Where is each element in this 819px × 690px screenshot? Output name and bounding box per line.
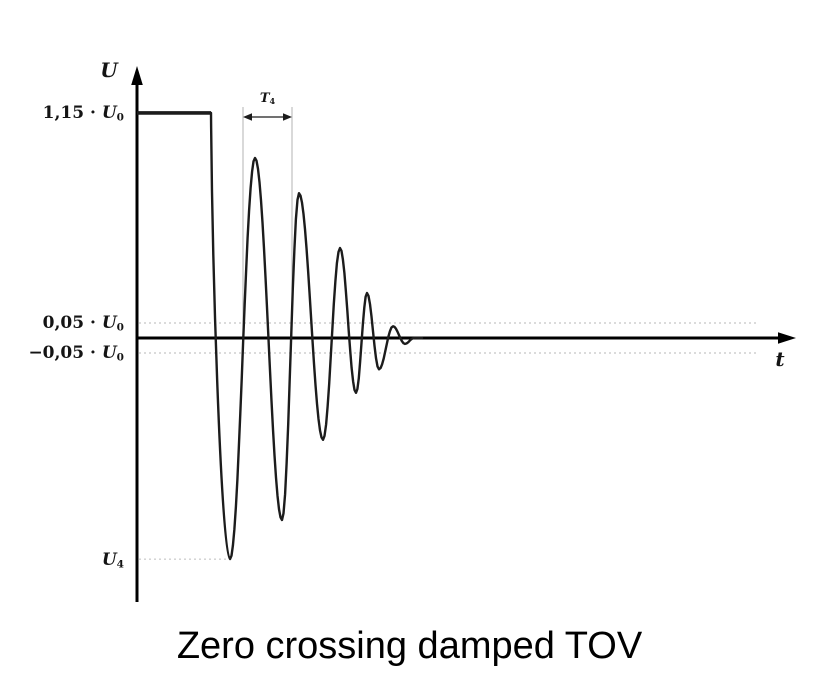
waveform-path bbox=[209, 111, 424, 561]
flat-level-annotation: 1,15 · U0 bbox=[42, 103, 124, 124]
u4-annotation: U4 bbox=[101, 550, 124, 571]
chart-caption: Zero crossing damped TOV bbox=[176, 625, 643, 667]
period-marker-label: T4 bbox=[259, 91, 276, 106]
upper-guide-annotation: 0,05 · U0 bbox=[42, 313, 124, 334]
x-axis-label: t bbox=[775, 347, 785, 371]
lower-guide-annotation: −0,05 · U0 bbox=[28, 343, 124, 364]
period-marker-arrowhead-left bbox=[243, 113, 252, 121]
y-axis-label: U bbox=[100, 58, 118, 82]
period-marker-arrowhead-right bbox=[283, 113, 292, 121]
x-axis-arrowhead bbox=[778, 332, 796, 344]
y-axis-arrowhead bbox=[131, 66, 143, 85]
